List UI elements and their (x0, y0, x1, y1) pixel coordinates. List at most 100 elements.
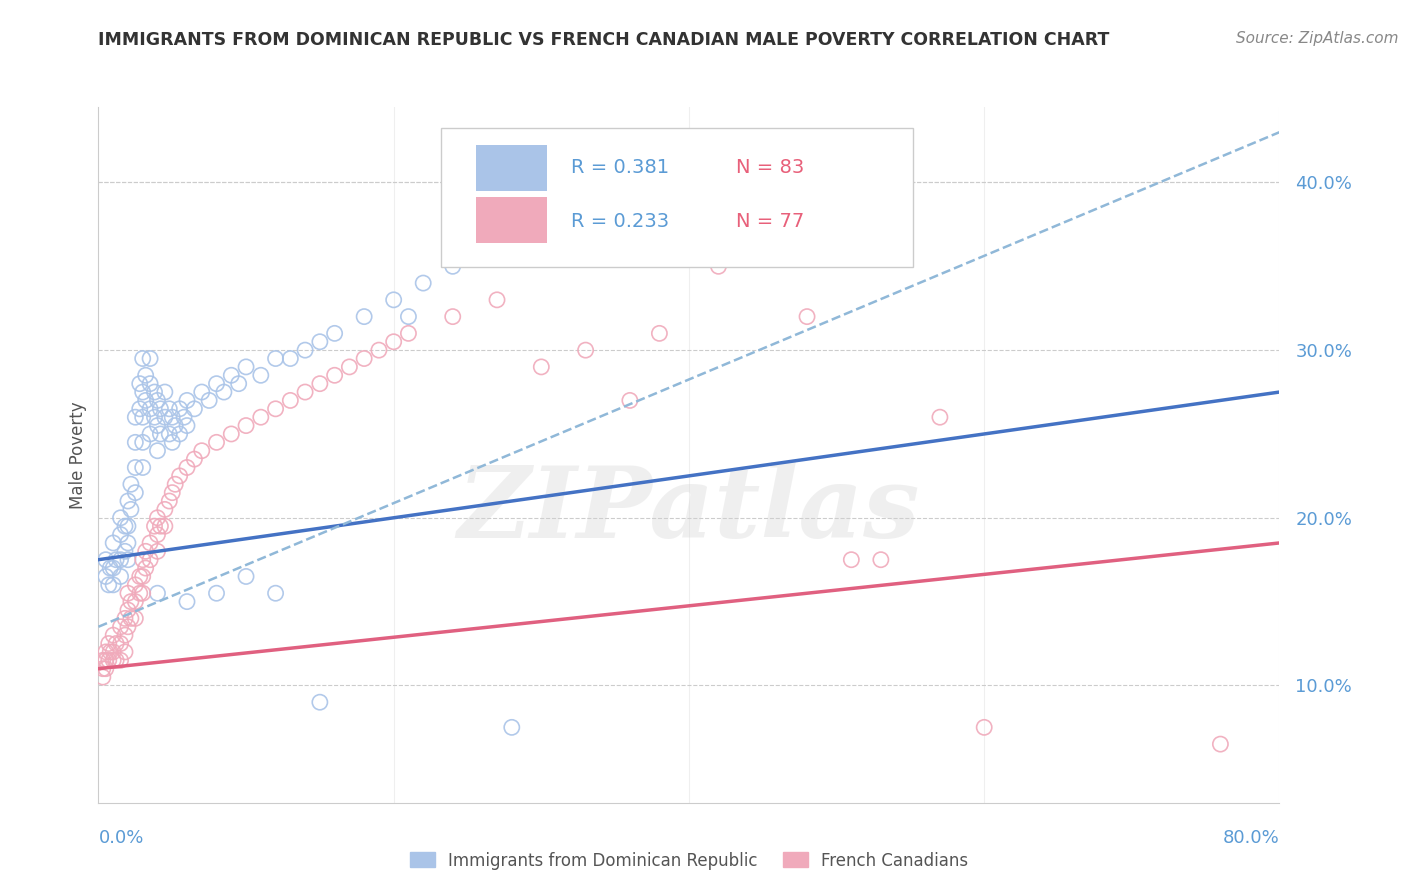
Point (264, 351, 287, 366)
Point (294, 343, 316, 358)
Point (139, 401, 162, 416)
Point (153, 502, 176, 516)
Point (114, 628, 136, 642)
Point (143, 410, 166, 425)
Point (294, 385, 316, 400)
Point (235, 418, 257, 433)
Point (264, 586, 287, 600)
Point (94, 662, 117, 676)
Point (124, 435, 146, 450)
Point (124, 485, 146, 500)
Text: N = 77: N = 77 (737, 212, 804, 231)
Point (146, 418, 169, 433)
Point (128, 569, 150, 583)
Point (128, 586, 150, 600)
Point (146, 443, 169, 458)
Point (103, 561, 125, 575)
Point (91, 662, 114, 676)
Point (228, 376, 250, 391)
Point (124, 594, 146, 608)
Point (309, 334, 332, 349)
Point (219, 368, 242, 383)
FancyBboxPatch shape (477, 197, 547, 243)
Point (173, 410, 195, 425)
Point (91, 653, 114, 667)
Text: 0.0%: 0.0% (98, 829, 143, 847)
Point (117, 552, 139, 566)
Y-axis label: Male Poverty: Male Poverty (69, 401, 87, 508)
Point (114, 519, 136, 533)
Point (471, 251, 494, 265)
Point (124, 578, 146, 592)
Text: 80.0%: 80.0% (1223, 829, 1279, 847)
Point (117, 620, 139, 634)
Point (198, 393, 221, 408)
Point (124, 460, 146, 475)
Point (132, 460, 155, 475)
Point (110, 552, 132, 566)
Point (97, 636, 120, 650)
Point (117, 536, 139, 550)
Point (323, 368, 346, 383)
Point (153, 519, 176, 533)
Point (94, 653, 117, 667)
Point (103, 645, 125, 659)
Point (396, 310, 419, 324)
FancyBboxPatch shape (477, 145, 547, 191)
Point (110, 636, 132, 650)
Point (353, 310, 375, 324)
Point (146, 544, 169, 558)
Point (368, 343, 391, 358)
Point (110, 620, 132, 634)
Point (235, 359, 257, 374)
Point (139, 351, 162, 366)
Text: R = 0.233: R = 0.233 (571, 212, 669, 231)
Point (309, 376, 332, 391)
Point (117, 519, 139, 533)
Point (337, 359, 360, 374)
FancyBboxPatch shape (441, 128, 914, 267)
Legend: Immigrants from Dominican Republic, French Canadians: Immigrants from Dominican Republic, Fren… (402, 843, 976, 878)
Point (162, 410, 183, 425)
Point (574, 343, 596, 358)
Point (162, 485, 183, 500)
Point (212, 385, 235, 400)
Point (135, 393, 157, 408)
Point (396, 326, 419, 341)
Text: IMMIGRANTS FROM DOMINICAN REPUBLIC VS FRENCH CANADIAN MALE POVERTY CORRELATION C: IMMIGRANTS FROM DOMINICAN REPUBLIC VS FR… (98, 31, 1109, 49)
Point (114, 611, 136, 625)
Point (501, 243, 523, 257)
Point (105, 552, 128, 566)
Point (278, 351, 302, 366)
Point (97, 578, 120, 592)
Point (103, 653, 125, 667)
Point (219, 427, 242, 442)
Point (153, 410, 176, 425)
Point (648, 326, 671, 341)
Point (120, 502, 142, 516)
Point (132, 385, 155, 400)
Point (124, 611, 146, 625)
Point (176, 418, 198, 433)
Point (146, 393, 169, 408)
Point (103, 628, 125, 642)
Point (619, 393, 641, 408)
Point (183, 401, 205, 416)
Point (441, 310, 464, 324)
Point (105, 653, 128, 667)
Point (205, 435, 228, 450)
Point (132, 435, 155, 450)
Point (98, 561, 121, 575)
Point (114, 645, 136, 659)
Point (143, 385, 166, 400)
Point (412, 276, 434, 290)
Point (530, 234, 553, 248)
Point (278, 393, 302, 408)
Point (309, 695, 332, 709)
Point (105, 636, 128, 650)
Point (132, 569, 155, 583)
Point (110, 527, 132, 541)
Point (176, 393, 198, 408)
Point (323, 326, 346, 341)
Point (132, 586, 155, 600)
